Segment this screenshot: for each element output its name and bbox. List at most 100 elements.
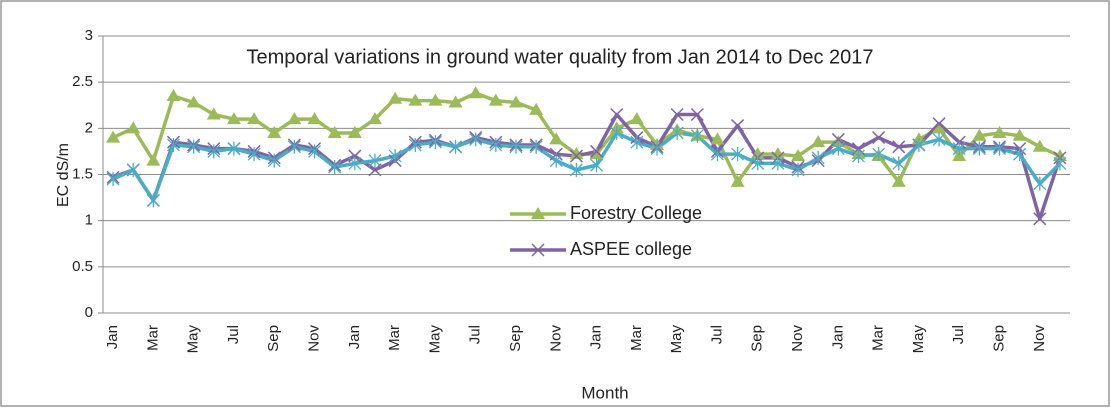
- marker: [569, 147, 584, 160]
- marker: [327, 125, 342, 138]
- x-tick-label: Jul: [467, 325, 484, 344]
- marker: [489, 137, 503, 152]
- x-tick-label: Jan: [588, 325, 605, 349]
- marker: [952, 141, 966, 156]
- x-tick-label: Sep: [265, 325, 282, 352]
- marker: [126, 121, 141, 134]
- x-tick-label: Jul: [225, 325, 242, 344]
- marker: [126, 162, 140, 177]
- marker: [267, 153, 281, 168]
- marker: [206, 107, 221, 120]
- marker: [690, 128, 704, 143]
- marker: [569, 149, 583, 163]
- x-tick-label: Nov: [1031, 325, 1048, 352]
- x-tick-label: Jan: [346, 325, 363, 349]
- marker: [207, 144, 221, 159]
- marker: [690, 107, 704, 122]
- marker: [508, 95, 523, 108]
- marker: [629, 112, 644, 125]
- marker: [610, 125, 624, 140]
- y-tick-label: 2.5: [72, 73, 93, 90]
- marker: [529, 102, 544, 115]
- marker: [167, 137, 180, 152]
- legend-marker: [531, 207, 545, 219]
- marker: [247, 112, 262, 125]
- marker: [106, 172, 120, 187]
- marker: [1052, 149, 1067, 162]
- marker: [368, 153, 382, 168]
- x-tick-label: May: [426, 325, 443, 354]
- marker: [529, 139, 543, 154]
- marker: [549, 132, 564, 145]
- marker: [751, 156, 765, 171]
- x-tick-label: May: [185, 325, 202, 354]
- marker: [710, 147, 724, 162]
- x-tick-label: Mar: [144, 325, 161, 351]
- marker: [448, 95, 463, 108]
- marker: [731, 147, 745, 162]
- marker: [146, 193, 160, 208]
- marker: [388, 91, 403, 104]
- marker: [226, 112, 241, 125]
- marker: [428, 93, 443, 106]
- x-tick-label: May: [668, 325, 685, 354]
- marker: [1033, 212, 1047, 226]
- marker: [872, 131, 886, 145]
- marker: [891, 174, 906, 187]
- marker: [267, 125, 282, 138]
- marker: [590, 144, 604, 158]
- marker: [1053, 156, 1067, 171]
- marker: [992, 125, 1007, 138]
- marker: [670, 107, 684, 122]
- marker: [549, 153, 563, 168]
- marker: [408, 137, 422, 152]
- marker: [590, 158, 604, 173]
- marker: [872, 147, 886, 162]
- marker: [831, 141, 845, 156]
- marker: [106, 130, 121, 143]
- x-tick-label: Nov: [789, 325, 806, 352]
- marker: [710, 132, 725, 145]
- x-tick-label: May: [910, 325, 927, 354]
- marker: [287, 112, 302, 125]
- marker: [307, 112, 322, 125]
- marker: [993, 141, 1006, 156]
- marker: [610, 107, 624, 122]
- legend-label: Forestry College: [570, 203, 702, 223]
- marker: [247, 147, 261, 162]
- marker: [186, 95, 201, 108]
- marker: [347, 125, 362, 138]
- marker: [791, 149, 806, 162]
- legend-label: ASPEE college: [570, 239, 692, 259]
- marker: [227, 141, 241, 156]
- marker: [730, 174, 745, 187]
- y-tick-label: 2: [85, 119, 93, 136]
- y-tick-label: 0: [85, 304, 93, 321]
- x-tick-label: Sep: [749, 325, 766, 352]
- x-tick-label: Jul: [950, 325, 967, 344]
- marker: [1033, 176, 1047, 191]
- marker: [972, 128, 987, 141]
- y-tick-label: 1: [85, 212, 93, 229]
- marker: [972, 141, 986, 156]
- marker: [348, 156, 362, 171]
- x-tick-label: Sep: [990, 325, 1007, 352]
- x-tick-label: Jan: [104, 325, 121, 349]
- marker: [630, 135, 644, 150]
- marker: [388, 149, 402, 164]
- marker: [771, 156, 785, 171]
- marker: [367, 112, 382, 125]
- marker: [731, 119, 745, 133]
- chart-title: Temporal variations in ground water qual…: [246, 46, 873, 68]
- x-axis-label: Month: [581, 383, 628, 402]
- marker: [408, 93, 423, 106]
- marker: [589, 147, 604, 160]
- x-tick-label: Mar: [386, 325, 403, 351]
- marker: [852, 149, 865, 164]
- y-tick-label: 0.5: [72, 258, 93, 275]
- marker: [428, 135, 442, 150]
- marker: [509, 139, 523, 154]
- marker: [670, 125, 684, 140]
